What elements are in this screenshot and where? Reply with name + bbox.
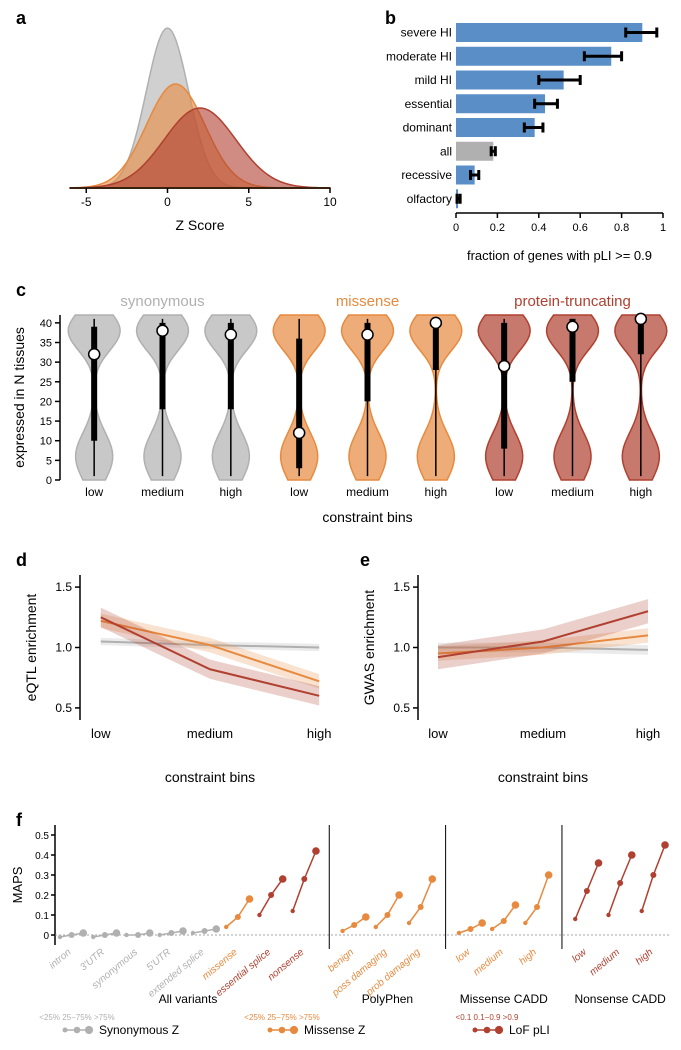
svg-text:mild HI: mild HI (415, 73, 452, 87)
svg-text:<0.1 0.1−0.9 >0.9: <0.1 0.1−0.9 >0.9 (456, 1013, 519, 1022)
svg-text:essential: essential (405, 97, 452, 111)
svg-text:high: high (629, 485, 652, 499)
svg-text:5'UTR: 5'UTR (145, 947, 174, 973)
svg-text:All variants: All variants (159, 992, 218, 1006)
svg-text:0: 0 (164, 195, 171, 209)
svg-text:Synonymous Z: Synonymous Z (99, 1023, 179, 1037)
svg-text:10: 10 (323, 195, 337, 209)
svg-text:low: low (428, 726, 448, 741)
svg-text:constraint bins: constraint bins (322, 509, 412, 525)
svg-text:10: 10 (40, 436, 52, 448)
svg-text:Nonsense CADD: Nonsense CADD (574, 992, 666, 1006)
svg-text:1.5: 1.5 (393, 580, 410, 594)
svg-text:5: 5 (245, 195, 252, 209)
svg-text:30: 30 (40, 357, 52, 369)
svg-text:high: high (636, 726, 661, 741)
svg-text:0.5: 0.5 (55, 701, 72, 715)
svg-text:severe HI: severe HI (401, 26, 452, 40)
svg-text:1.5: 1.5 (55, 580, 72, 594)
svg-text:dominant: dominant (403, 121, 453, 135)
svg-text:medium: medium (346, 485, 389, 499)
panel-f-chart: 00.10.20.30.40.5MAPSintron3'UTRsynonymou… (10, 820, 675, 1050)
svg-text:olfactory: olfactory (407, 192, 452, 206)
svg-text:medium: medium (471, 947, 505, 978)
svg-text:0.3: 0.3 (35, 871, 49, 882)
svg-text:Z Score: Z Score (175, 217, 224, 233)
svg-text:MAPS: MAPS (10, 866, 25, 903)
svg-text:high: high (219, 485, 242, 499)
svg-text:15: 15 (40, 416, 52, 428)
svg-text:<25% 25−75% >75%: <25% 25−75% >75% (39, 1013, 114, 1022)
svg-text:expressed in N tissues: expressed in N tissues (11, 327, 27, 468)
svg-text:low: low (91, 726, 111, 741)
svg-text:low: low (570, 946, 589, 965)
panel-e-chart: 0.5 1.0 1.5 GWAS enrichment low medium high con… (358, 560, 678, 790)
svg-text:high: high (307, 726, 332, 741)
svg-text:moderate HI: moderate HI (386, 49, 452, 63)
svg-text:high: high (424, 485, 447, 499)
svg-text:0.1: 0.1 (35, 911, 49, 922)
svg-text:medium: medium (588, 947, 622, 978)
svg-text:0: 0 (453, 222, 459, 234)
svg-text:low: low (495, 485, 513, 499)
svg-text:medium: medium (520, 726, 566, 741)
svg-text:<25% 25−75% >75%: <25% 25−75% >75% (244, 1013, 319, 1022)
panel-b-chart: severe HI moderate HI mild HI essential domi… (378, 18, 673, 268)
svg-text:Missense CADD: Missense CADD (460, 992, 548, 1006)
svg-text:synonymous: synonymous (120, 293, 204, 310)
svg-text:benign: benign (326, 947, 356, 975)
svg-text:eQTL enrichment: eQTL enrichment (23, 594, 39, 702)
svg-text:0.5: 0.5 (35, 831, 49, 842)
svg-text:1: 1 (660, 222, 666, 234)
svg-text:0.5: 0.5 (393, 701, 410, 715)
panel-c-chart: 0 5 10 15 20 25 30 35 40 expressed in N tissues sy… (10, 290, 675, 530)
svg-text:0.2: 0.2 (490, 222, 505, 234)
svg-text:Missense Z: Missense Z (304, 1023, 365, 1037)
svg-text:0: 0 (46, 475, 52, 487)
svg-text:0: 0 (43, 931, 49, 942)
svg-text:0.8: 0.8 (614, 222, 629, 234)
svg-text:medium: medium (187, 726, 233, 741)
panel-a-chart: -5 0 5 10 Z Score (30, 18, 340, 238)
svg-text:35: 35 (40, 338, 52, 350)
svg-text:5: 5 (46, 455, 52, 467)
panel-d-chart: 0.5 1.0 1.5 eQTL enrichment low medium high con… (20, 560, 350, 790)
svg-text:constraint bins: constraint bins (498, 769, 588, 785)
svg-text:protein-truncating: protein-truncating (514, 293, 631, 310)
svg-text:0.2: 0.2 (35, 891, 49, 902)
svg-text:low: low (454, 946, 473, 965)
svg-text:missense: missense (336, 293, 399, 310)
svg-text:-5: -5 (81, 195, 92, 209)
svg-text:0.6: 0.6 (573, 222, 588, 234)
svg-text:high: high (517, 947, 539, 968)
svg-text:1.0: 1.0 (55, 641, 72, 655)
svg-text:3'UTR: 3'UTR (78, 947, 107, 973)
svg-text:intron: intron (47, 947, 74, 972)
panel-a-label: a (16, 8, 26, 29)
svg-text:low: low (85, 485, 103, 499)
svg-text:recessive: recessive (401, 168, 452, 182)
svg-text:constraint bins: constraint bins (165, 769, 255, 785)
svg-text:LoF pLI: LoF pLI (509, 1023, 550, 1037)
svg-text:0.4: 0.4 (35, 851, 49, 862)
svg-text:high: high (634, 947, 656, 968)
svg-text:medium: medium (551, 485, 594, 499)
svg-text:PolyPhen: PolyPhen (362, 992, 413, 1006)
svg-text:low: low (290, 485, 308, 499)
svg-text:25: 25 (40, 377, 52, 389)
svg-text:0.4: 0.4 (531, 222, 546, 234)
svg-text:GWAS enrichment: GWAS enrichment (361, 590, 377, 706)
svg-text:1.0: 1.0 (393, 641, 410, 655)
svg-text:40: 40 (40, 318, 52, 330)
svg-text:20: 20 (40, 396, 52, 408)
svg-text:medium: medium (141, 485, 184, 499)
svg-text:all: all (440, 144, 452, 158)
svg-text:nonsense: nonsense (266, 947, 307, 984)
svg-text:fraction of genes with pLI >=: fraction of genes with pLI >= 0.9 (467, 248, 652, 263)
